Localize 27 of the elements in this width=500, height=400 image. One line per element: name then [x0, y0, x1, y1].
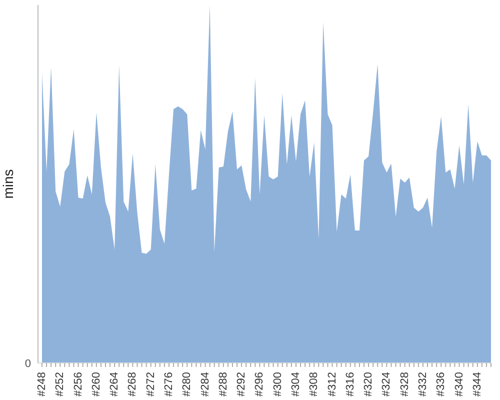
x-tick-label: #264: [108, 372, 121, 396]
x-tick-label: #256: [72, 372, 84, 396]
x-tick-label: #276: [162, 372, 175, 396]
x-tick-label: #304: [290, 372, 302, 396]
x-tick-label: #296: [254, 372, 266, 396]
x-tick-label: #292: [236, 372, 248, 396]
x-tick-label: #332: [416, 372, 429, 396]
x-tick-label: #280: [181, 372, 194, 396]
y-axis-title: mins: [0, 169, 16, 199]
x-tick-label: #324: [380, 372, 393, 396]
x-tick-label: #320: [362, 372, 375, 396]
x-tick-label: #288: [217, 372, 230, 396]
x-tick-label: #328: [398, 372, 411, 396]
x-tick-label: #344: [471, 372, 484, 396]
x-tick-label: #316: [344, 372, 356, 396]
x-tick-label: #268: [126, 372, 139, 396]
x-tick-label: #284: [199, 372, 212, 396]
text: 0: [24, 358, 31, 370]
x-tick-label: #312: [326, 372, 338, 396]
x-tick-label: #300: [272, 372, 284, 396]
x-tick-label: #272: [144, 372, 157, 396]
x-tick-label: #308: [308, 372, 320, 396]
x-tick-label: #336: [435, 372, 448, 396]
x-tick-label: #340: [453, 372, 466, 396]
x-tick-label: #260: [90, 372, 102, 396]
x-tick-label: #248: [36, 372, 48, 396]
x-tick-label: #252: [54, 372, 66, 396]
